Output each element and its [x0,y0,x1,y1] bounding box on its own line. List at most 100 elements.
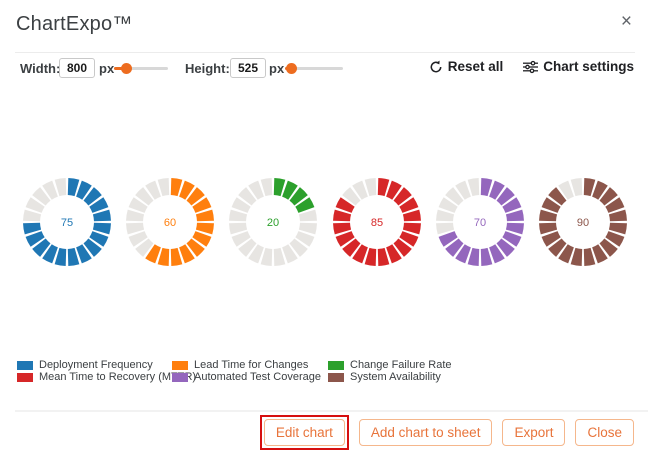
donut-segment-empty [570,178,583,197]
controls-row: Width: px Height: px Reset all [0,53,650,85]
donut-segment-empty [454,180,471,200]
donut-segment-filled [196,222,215,235]
donut-segment-filled [75,244,92,264]
donut-segment-empty [558,180,575,200]
donut-segment-filled [67,178,80,197]
donut-segment-empty [231,230,252,247]
height-slider-thumb[interactable] [286,63,298,74]
donut-segment-empty [128,197,149,214]
donut-value: 60 [164,217,176,229]
donut-segment-empty [238,238,258,257]
legend-item: System Availability [328,372,452,383]
donut-row: 75 60 20 85 70 90 [22,177,628,267]
footer-divider [15,410,648,412]
donut-value: 20 [267,217,279,229]
width-slider-thumb[interactable] [120,63,132,74]
donut-segment-empty [282,244,299,264]
donut-segment-filled [438,230,458,247]
donut-segment-empty [261,178,273,197]
donut-segment-filled [42,244,59,264]
donut-segment-filled [392,238,412,257]
donut-segment-empty [438,197,458,214]
close-icon[interactable]: × [620,11,632,32]
reset-all-label: Reset all [447,59,504,74]
donut-segment-filled [89,197,109,214]
donut-segment-filled [480,247,493,266]
donut-segment-filled [583,247,596,266]
donut-value: 90 [577,217,589,229]
height-input[interactable] [230,58,266,78]
donut-segment-empty [261,247,273,266]
edit-chart-button[interactable]: Edit chart [263,419,345,446]
donut-segment-filled [289,187,309,206]
legend-label: Automated Test Coverage [194,371,321,383]
donut-segment-empty [135,187,154,206]
donut-segment-empty [299,209,318,222]
donut-segment-filled [92,209,111,222]
legend-swatch [328,361,344,370]
donut-segment-filled [488,244,505,264]
close-button[interactable]: Close [575,419,634,446]
donut-segment-filled [480,178,493,197]
donut-segment-filled [332,209,351,222]
legend-item: Mean Time to Recovery (MTTR) [17,372,196,383]
donut-segment-filled [599,238,618,257]
donut-value: 75 [61,217,73,229]
donut-segment-filled [295,197,315,214]
donut-segment-filled [351,244,368,264]
legend-label: Mean Time to Recovery (MTTR) [39,371,197,383]
donut-gauge: 60 [125,177,215,267]
donut-segment-empty [23,209,42,222]
donut-segment-filled [385,244,402,264]
donut-segment-filled [608,222,627,235]
donut-segment-filled [92,222,111,235]
donut-gauge: 70 [435,177,525,267]
donut-segment-filled [192,197,212,214]
width-input[interactable] [59,58,95,78]
width-slider-fill [114,67,127,70]
donut-segment-filled [377,247,389,266]
chart-settings-button[interactable]: Chart settings [523,59,634,74]
width-label: Width: [20,61,61,76]
donut-segment-filled [541,197,561,214]
donut-segment-filled [570,247,583,266]
export-button[interactable]: Export [502,419,566,446]
donut-segment-empty [273,247,286,266]
donut-value: 85 [370,217,382,229]
donut-segment-filled [538,209,558,222]
legend-label: System Availability [350,371,441,383]
legend-swatch [172,373,188,382]
donut-segment-empty [145,180,162,200]
donut-segment-filled [32,238,51,257]
donut-segment-filled [54,247,67,266]
donut-segment-empty [229,222,248,235]
donut-gauge: 75 [22,177,112,267]
donut-segment-filled [83,238,102,257]
donut-segment-filled [335,230,355,247]
reset-icon [429,60,443,74]
donut-segment-filled [505,209,524,222]
donut-segment-filled [23,222,42,235]
donut-segment-empty [299,222,318,235]
legend-label: Change Failure Rate [350,359,452,371]
donut-segment-filled [179,244,195,264]
donut-segment-empty [126,222,145,235]
chart-settings-label: Chart settings [543,59,634,74]
donut-segment-filled [179,180,195,200]
width-slider[interactable] [114,63,168,74]
height-slider[interactable] [285,63,343,74]
donut-segment-empty [435,222,454,235]
donut-segment-filled [591,244,608,264]
legend-swatch [17,373,33,382]
donut-segment-empty [54,178,67,197]
reset-all-button[interactable]: Reset all [429,59,504,74]
donut-gauge: 20 [228,177,318,267]
legend-swatch [328,373,344,382]
legend-item: Automated Test Coverage [172,372,328,383]
width-unit: px [99,61,115,76]
add-chart-to-sheet-button[interactable]: Add chart to sheet [358,419,493,446]
donut-segment-empty [341,187,361,206]
donut-segment-empty [25,197,45,214]
donut-segment-filled [392,187,412,206]
donut-segment-filled [385,180,402,200]
